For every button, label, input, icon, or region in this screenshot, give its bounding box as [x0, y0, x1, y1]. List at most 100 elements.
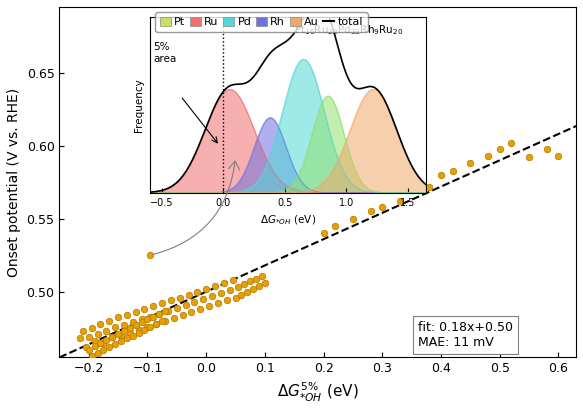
Point [196, 306, 205, 312]
Point [436, 172, 445, 178]
Point [143, 323, 152, 330]
Point [181, 302, 190, 308]
Point [81, 344, 90, 351]
Point [257, 272, 266, 279]
Point [160, 318, 170, 324]
Point [146, 313, 155, 320]
Point [154, 310, 164, 317]
Point [160, 307, 170, 314]
Point [542, 145, 552, 152]
Point [378, 204, 387, 210]
Point [172, 305, 181, 311]
Point [395, 198, 405, 204]
Point [107, 334, 117, 340]
Point [175, 294, 184, 301]
Point [152, 321, 161, 327]
Point [131, 322, 141, 329]
Point [205, 303, 214, 309]
Point [260, 279, 269, 286]
Point [93, 331, 102, 337]
Point [114, 313, 123, 320]
Point [331, 223, 340, 229]
Point [137, 316, 146, 323]
Point [225, 287, 234, 293]
Point [117, 338, 126, 345]
Point [319, 230, 328, 237]
Point [366, 208, 375, 215]
Point [210, 283, 220, 289]
Point [178, 312, 187, 319]
Point [222, 297, 231, 304]
Point [234, 284, 243, 291]
Point [466, 160, 475, 166]
Point [348, 215, 357, 222]
Point [146, 252, 155, 259]
Point [134, 326, 143, 333]
Text: fit: 0.18x+0.50
MAE: 11 mV: fit: 0.18x+0.50 MAE: 11 mV [417, 321, 512, 349]
Point [137, 319, 146, 326]
Point [237, 291, 246, 298]
Point [149, 313, 158, 320]
Point [114, 331, 123, 337]
Point [192, 289, 202, 295]
Point [87, 353, 96, 359]
Point [199, 296, 208, 302]
Point [122, 335, 132, 342]
Point [140, 326, 149, 333]
Point [149, 303, 158, 309]
Point [125, 329, 135, 336]
Point [104, 318, 114, 324]
Point [507, 139, 516, 146]
Point [110, 341, 120, 348]
Point [216, 290, 226, 296]
Point [169, 315, 178, 321]
Legend: Pt, Ru, Pd, Rh, Au, total: Pt, Ru, Pd, Rh, Au, total [155, 12, 368, 32]
Point [96, 339, 105, 346]
Point [84, 334, 93, 340]
Point [99, 347, 108, 353]
Point [134, 329, 143, 336]
Point [110, 323, 120, 330]
Point [554, 152, 563, 159]
Point [78, 328, 87, 335]
Point [120, 328, 129, 335]
Point [96, 321, 105, 327]
Point [146, 323, 155, 330]
Point [495, 145, 504, 152]
Point [157, 300, 167, 307]
Point [101, 337, 111, 343]
X-axis label: $\Delta G^{5\%}_{*OH}$ (eV): $\Delta G^{5\%}_{*OH}$ (eV) [277, 381, 359, 404]
Point [248, 286, 258, 292]
Point [75, 335, 85, 342]
Point [483, 152, 493, 159]
Point [99, 339, 108, 346]
Point [187, 309, 196, 316]
Point [208, 293, 217, 299]
Point [122, 312, 132, 319]
Point [231, 294, 240, 301]
Point [87, 325, 96, 332]
FancyArrowPatch shape [153, 161, 240, 254]
Point [128, 332, 138, 339]
Y-axis label: Onset potential (V vs. RHE): Onset potential (V vs. RHE) [7, 88, 21, 277]
Point [448, 167, 458, 174]
Point [163, 307, 173, 314]
Point [424, 183, 434, 190]
Point [240, 281, 249, 288]
Point [243, 289, 252, 295]
Point [128, 319, 138, 326]
Point [525, 154, 534, 161]
Point [131, 309, 141, 316]
Point [90, 342, 99, 349]
Point [154, 310, 164, 317]
Point [117, 332, 126, 339]
Point [245, 278, 255, 285]
Point [219, 279, 229, 286]
Point [202, 286, 211, 292]
Point [184, 291, 193, 298]
Point [107, 334, 117, 340]
Point [104, 344, 114, 351]
Point [254, 283, 264, 289]
Point [84, 347, 93, 353]
Point [125, 325, 135, 332]
